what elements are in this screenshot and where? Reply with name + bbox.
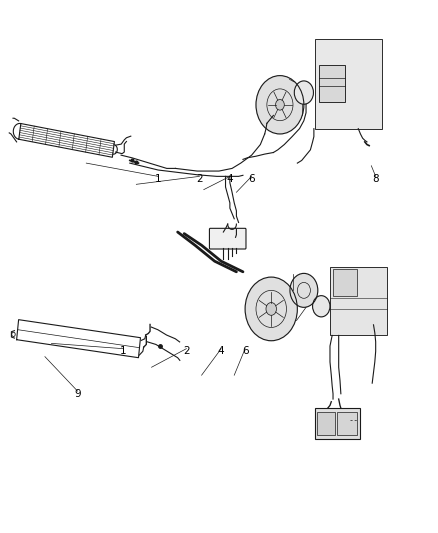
FancyBboxPatch shape bbox=[209, 228, 246, 249]
Circle shape bbox=[266, 303, 276, 316]
Circle shape bbox=[245, 277, 297, 341]
Text: 4: 4 bbox=[226, 174, 233, 184]
Circle shape bbox=[313, 296, 330, 317]
Text: 8: 8 bbox=[372, 174, 379, 184]
Circle shape bbox=[290, 273, 318, 308]
Bar bbox=[333, 269, 357, 296]
Text: 9: 9 bbox=[74, 389, 81, 399]
Text: 1: 1 bbox=[155, 174, 161, 184]
Circle shape bbox=[276, 100, 284, 110]
Bar bbox=[317, 412, 335, 435]
Bar bbox=[330, 266, 387, 335]
Bar bbox=[315, 408, 360, 439]
Text: 4: 4 bbox=[218, 346, 225, 357]
Text: 6: 6 bbox=[248, 174, 255, 184]
Text: 6: 6 bbox=[242, 346, 248, 357]
Text: 1: 1 bbox=[120, 346, 127, 357]
Circle shape bbox=[256, 76, 304, 134]
Text: 2: 2 bbox=[196, 174, 203, 184]
Bar bbox=[336, 412, 357, 435]
Circle shape bbox=[294, 81, 314, 104]
Bar bbox=[315, 38, 382, 128]
Text: 2: 2 bbox=[183, 346, 190, 357]
Bar bbox=[319, 65, 345, 102]
